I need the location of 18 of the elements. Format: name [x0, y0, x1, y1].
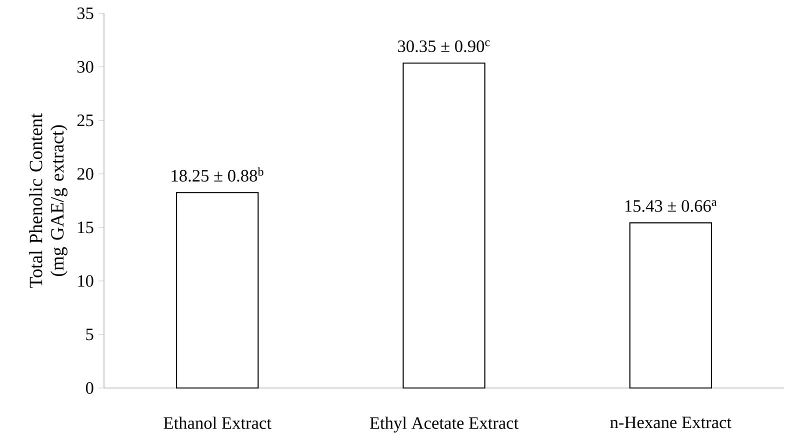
- y-tick-label: 0: [86, 382, 94, 394]
- y-tick-label: 10: [78, 274, 94, 287]
- y-tick-label: 25: [77, 114, 94, 126]
- bar: [402, 62, 486, 388]
- data-label: 30.35 ± 0.90$^{c}$: [398, 40, 490, 52]
- y-tick-label: 15: [78, 221, 94, 234]
- x-tick-label: n-Hexane Extract: [610, 416, 732, 428]
- data-label: 18.25 ± 0.88$^{b}$: [172, 167, 264, 182]
- y-axis-title: Total Phenolic Content (mg GAE/g extract): [29, 113, 68, 288]
- x-tick-label: Ethanol Extract: [164, 416, 272, 429]
- bar: [176, 192, 259, 388]
- y-tick-label: 30: [77, 60, 94, 73]
- y-tick-label: 20: [77, 168, 94, 180]
- bar: [629, 222, 712, 388]
- y-tick-label: 5: [86, 328, 94, 340]
- data-label: 15.43 ± 0.66$^{a}$: [625, 200, 717, 212]
- x-tick-label: Ethyl Acetate Extract: [370, 416, 518, 432]
- y-tick-label: 35: [77, 7, 94, 19]
